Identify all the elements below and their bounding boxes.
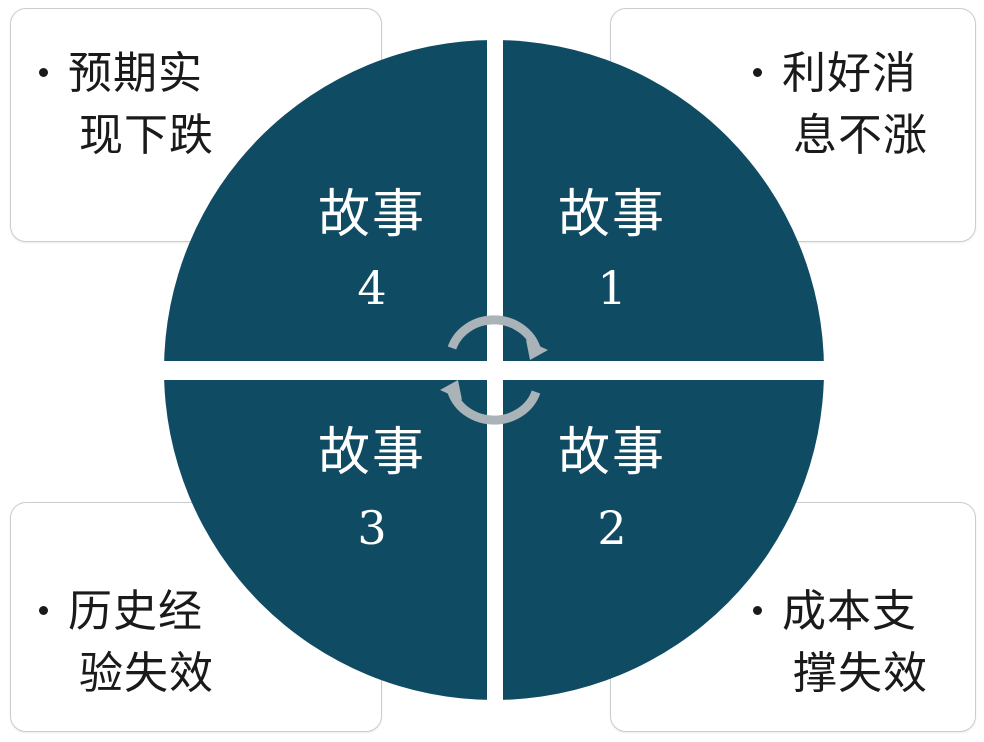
quadrant-2-shape xyxy=(503,380,824,700)
quadrant-2-title: 故事 xyxy=(558,423,666,483)
box-top-right-line2: 息不涨 xyxy=(793,110,928,161)
quadrant-4-number: 4 xyxy=(357,261,386,315)
quadrant-1-title: 故事 xyxy=(558,185,666,245)
bullet-icon xyxy=(753,68,762,77)
quadrant-4-title: 故事 xyxy=(318,185,426,245)
box-bottom-left-line2: 验失效 xyxy=(79,648,214,699)
box-top-left-line1: 预期实 xyxy=(68,48,203,99)
cycle-arrows-icon xyxy=(447,315,541,425)
bullet-icon xyxy=(39,606,48,615)
arrow-head-icon xyxy=(440,380,462,400)
quadrant-3-number: 3 xyxy=(357,501,386,555)
bullet-icon xyxy=(39,68,48,77)
circle-quadrants xyxy=(164,40,824,700)
box-top-right-line1: 利好消 xyxy=(782,48,917,99)
arrow-head-icon xyxy=(526,340,548,360)
quadrant-3-title: 故事 xyxy=(318,423,426,483)
quadrant-2-number: 2 xyxy=(597,501,626,555)
quadrant-1-shape xyxy=(503,40,824,361)
bullet-icon xyxy=(753,606,762,615)
box-bottom-left-line1: 历史经 xyxy=(68,586,203,637)
quadrant-1-number: 1 xyxy=(597,261,626,315)
box-top-left-line2: 现下跌 xyxy=(79,110,214,161)
box-bottom-right-line2: 撑失效 xyxy=(793,648,928,699)
box-bottom-right-line1: 成本支 xyxy=(782,586,917,637)
